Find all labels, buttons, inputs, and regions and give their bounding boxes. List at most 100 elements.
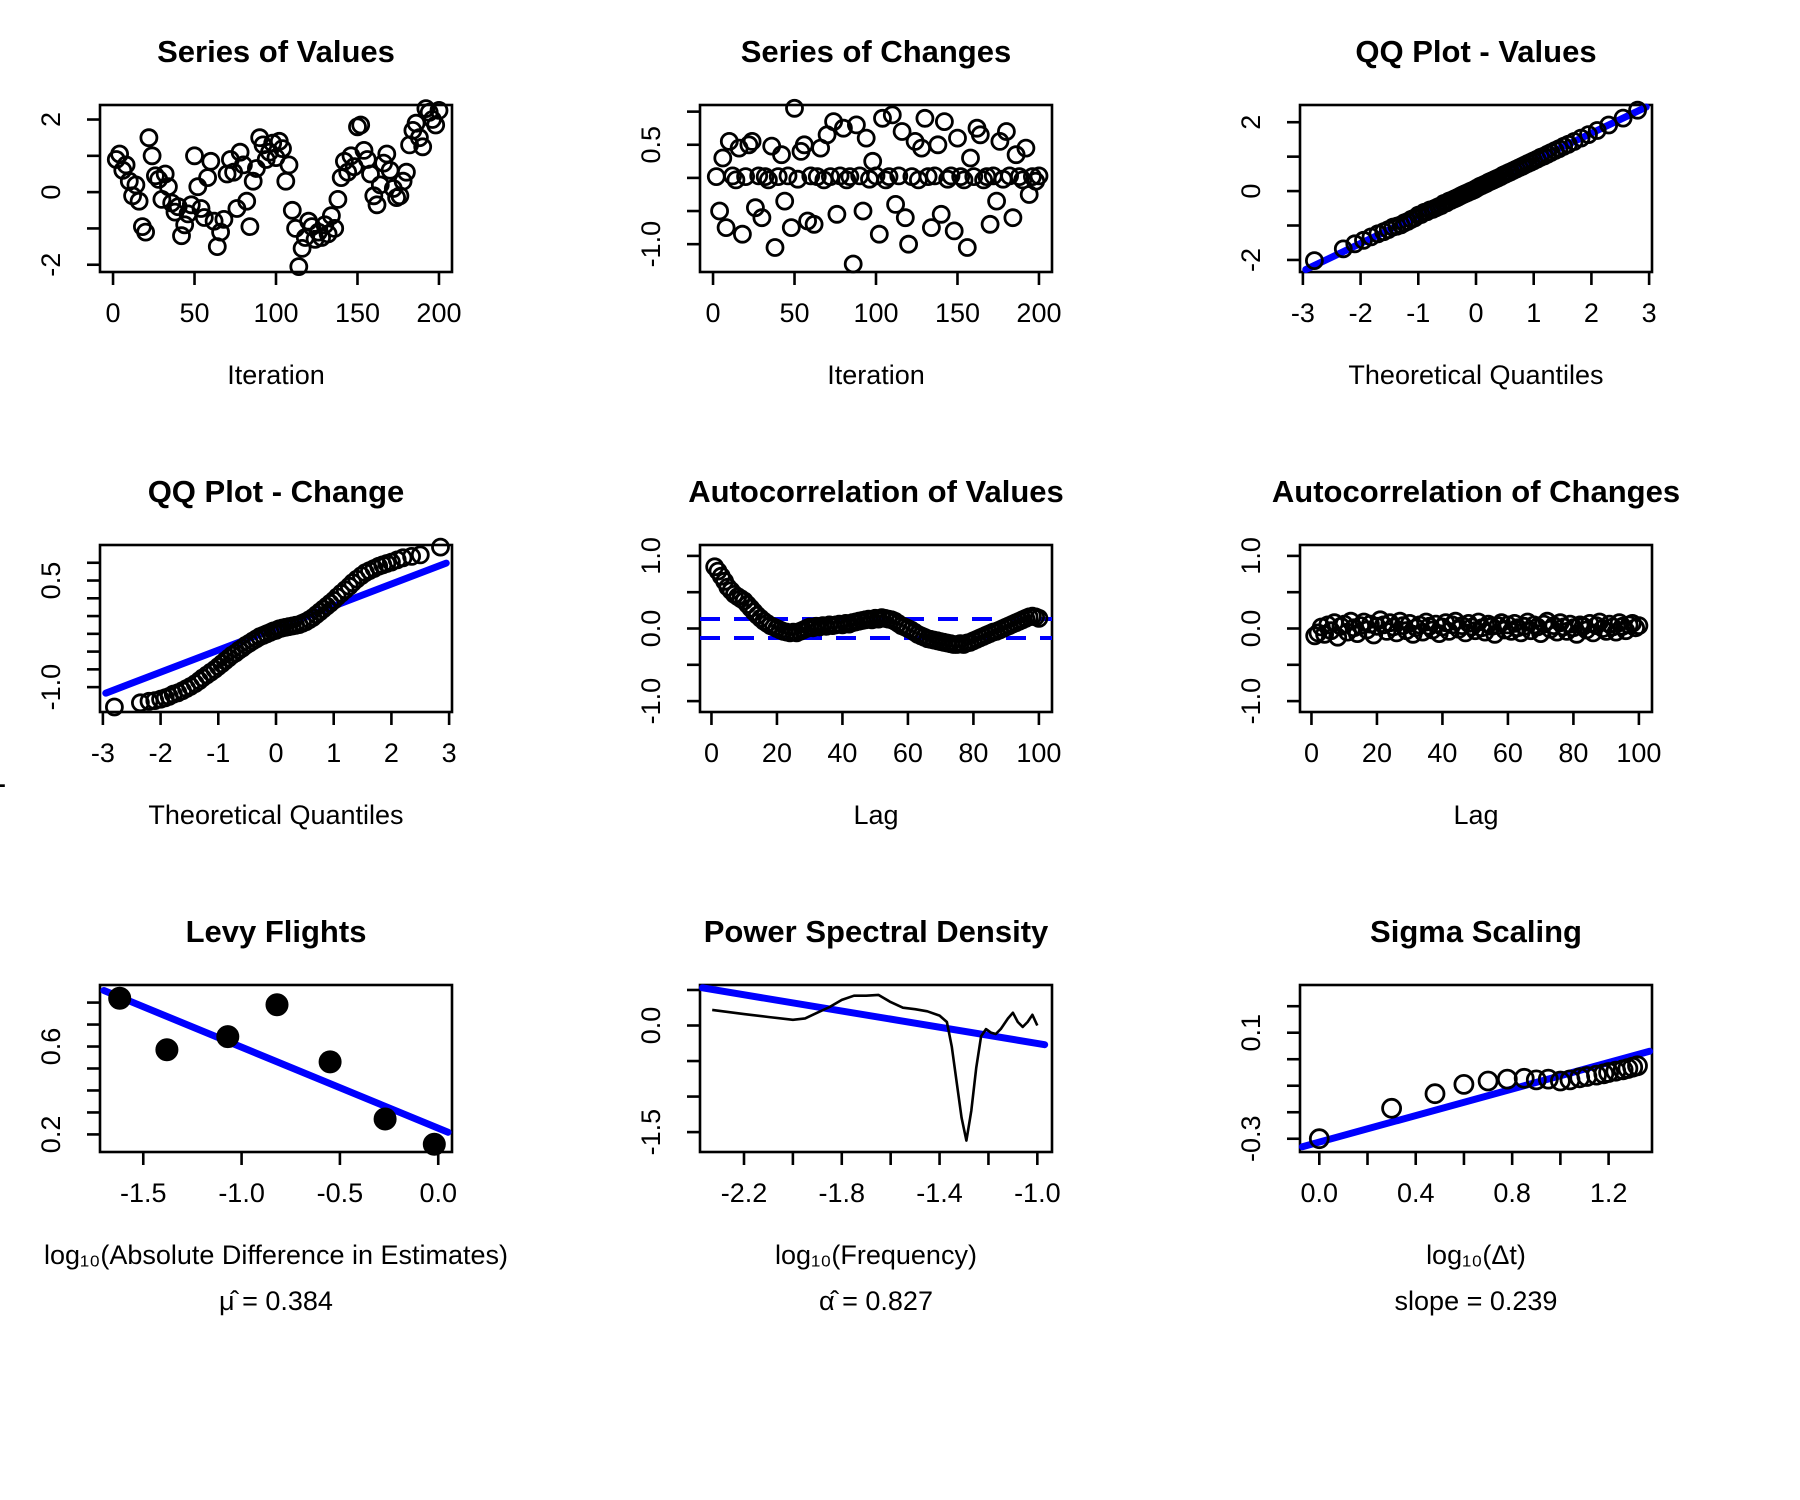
data-point (1599, 115, 1619, 135)
axes (87, 103, 454, 285)
fit-line (698, 984, 1049, 1049)
chart-qq-values: QQ Plot - Values -3 -2 -1 0 1 2 3 -2 0 2 Theoretica… (1236, 34, 1657, 390)
data-point (413, 137, 433, 157)
data-point (1496, 1068, 1518, 1090)
plot-power-spectral-density: Power Spectral Density -2.2 -1.8 -1.4 -1.0 0.… (600, 880, 1200, 1500)
data-point (804, 214, 824, 234)
data-point (279, 155, 299, 175)
data-point (768, 167, 788, 187)
data-point (739, 135, 759, 155)
x-tick-label: 150 (935, 298, 980, 328)
data-point (1016, 138, 1036, 158)
x-tick-label: -1.5 (120, 1178, 167, 1208)
data-point (710, 201, 729, 221)
data-point (1333, 239, 1353, 259)
data-point (1009, 167, 1029, 187)
data-point (1513, 1067, 1535, 1089)
data-point (1579, 125, 1598, 145)
x-axis-label: Iteration (827, 360, 925, 390)
data-point (749, 166, 769, 186)
y-tick-label: 1.0 (1236, 537, 1266, 575)
data-point (396, 162, 416, 182)
data-point (827, 204, 847, 224)
axes (1287, 983, 1654, 1165)
x-tick-label: -0.5 (317, 1178, 364, 1208)
data-point (237, 191, 257, 211)
chart-qq-change: QQ Plot - Change -3 -2 -1 0 1 2 3 -1.0 0.5 Theoret… (36, 474, 457, 830)
data-point (895, 208, 915, 228)
x-axis-label: log₁₀(Δt) (1426, 1240, 1526, 1270)
x-tick-label: 20 (762, 738, 792, 768)
data-point (155, 1038, 179, 1062)
data-point (951, 167, 971, 187)
data-point (129, 191, 149, 211)
data-point (964, 167, 984, 187)
data-point (934, 112, 954, 131)
y-tick-label: 2 (36, 112, 66, 127)
data-point (778, 166, 798, 186)
data-point (1364, 625, 1384, 645)
chart-title: Autocorrelation of Values (688, 474, 1064, 509)
chart-acf-values: Autocorrelation of Values 0 20 40 60 80 100 -1.… (636, 474, 1064, 830)
data-points (106, 99, 449, 277)
data-point (801, 166, 821, 186)
data-point (201, 151, 221, 171)
x-tick-label: 40 (827, 738, 857, 768)
data-point (713, 148, 733, 168)
axes (1287, 543, 1654, 725)
x-tick-label: 80 (1558, 738, 1588, 768)
data-point (846, 115, 866, 135)
data-point (273, 139, 292, 159)
x-tick-label: 3 (442, 738, 457, 768)
x-tick-label: 80 (958, 738, 988, 768)
data-point (1003, 208, 1023, 228)
data-point (1029, 608, 1049, 628)
chart-title: Autocorrelation of Changes (1272, 474, 1680, 509)
data-point (1628, 100, 1648, 120)
clipped-axis-label-fragment: - (0, 765, 6, 804)
x-tick-label: 3 (1642, 298, 1657, 328)
y-tick-label: 0.0 (1236, 610, 1266, 648)
x-tick-label: -1.0 (1014, 1178, 1061, 1208)
data-points (1305, 610, 1649, 647)
data-point (882, 105, 902, 125)
chart-title: QQ Plot - Values (1355, 34, 1596, 69)
data-point (370, 175, 390, 195)
y-tick-label: -2 (36, 253, 66, 277)
data-point (931, 204, 951, 224)
y-tick-label: 1.0 (636, 537, 666, 575)
data-point (970, 125, 990, 145)
data-point (1453, 1073, 1475, 1095)
data-point (1586, 1064, 1607, 1086)
data-point (328, 189, 348, 209)
data-point (762, 136, 782, 156)
x-axis-label: Lag (1453, 800, 1498, 830)
axes (87, 543, 454, 725)
x-tick-label: 100 (1616, 738, 1661, 768)
data-point (1549, 1070, 1571, 1092)
data-point (282, 200, 302, 220)
y-tick-label: -1.0 (36, 664, 66, 711)
data-point (879, 167, 899, 187)
data-point (775, 191, 795, 211)
x-tick-label: 60 (1493, 738, 1523, 768)
y-tick-label: -1.5 (636, 1109, 666, 1156)
data-point (377, 144, 397, 164)
data-point (954, 170, 974, 190)
data-point (843, 254, 863, 274)
data-point (833, 118, 853, 138)
data-point (961, 148, 980, 168)
data-point (755, 167, 775, 187)
data-point (987, 191, 1007, 211)
x-tick-label: -1.0 (218, 1178, 265, 1208)
axes (687, 103, 1054, 285)
data-point (265, 993, 289, 1017)
data-point (866, 166, 886, 186)
x-tick-label: 1.2 (1590, 1178, 1628, 1208)
plot-acf-values: Autocorrelation of Values 0 20 40 60 80 100 -1.… (600, 440, 1200, 880)
data-point (706, 167, 726, 187)
data-point (188, 177, 208, 197)
data-point (1598, 1062, 1620, 1083)
data-point (243, 171, 263, 191)
